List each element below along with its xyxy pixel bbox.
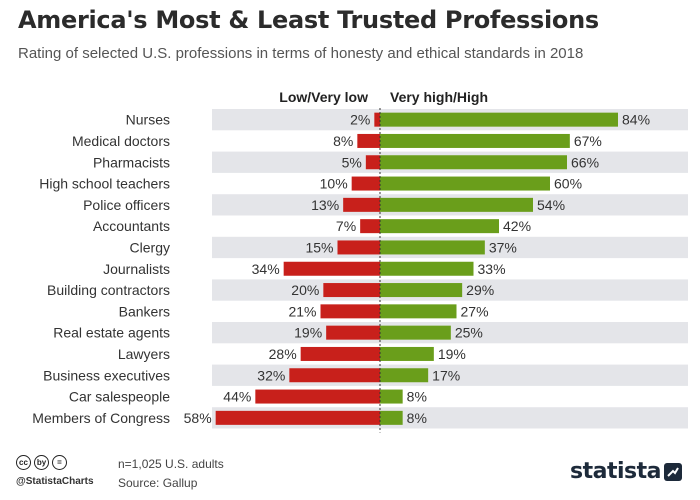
bar-low <box>357 133 380 148</box>
value-label-high: 29% <box>466 282 494 298</box>
value-label-high: 17% <box>432 367 460 383</box>
sample-note: n=1,025 U.S. adults <box>118 457 224 471</box>
cc-icon: cc <box>16 455 31 470</box>
value-label-low: 34% <box>252 261 280 277</box>
value-label-low: 15% <box>305 239 333 255</box>
legend-high: Very high/High <box>390 89 488 105</box>
bar-low <box>320 304 380 319</box>
bar-high <box>380 176 550 191</box>
bar-high <box>380 410 403 425</box>
category-label: Medical doctors <box>72 133 170 149</box>
bar-high <box>380 240 485 255</box>
value-label-low: 21% <box>288 303 316 319</box>
value-label-high: 42% <box>503 218 531 234</box>
value-label-low: 32% <box>257 367 285 383</box>
category-label: Journalists <box>103 261 170 277</box>
category-label: Business executives <box>43 367 170 383</box>
value-label-low: 44% <box>223 389 251 405</box>
bar-low <box>300 346 380 361</box>
bar-high <box>380 283 463 298</box>
bar-high <box>380 112 618 127</box>
bar-low <box>255 389 380 404</box>
bar-low <box>326 325 380 340</box>
statista-logo: statista <box>570 459 682 484</box>
statista-wordmark: statista <box>570 459 661 484</box>
bar-high <box>380 368 429 383</box>
chart-title: America's Most & Least Trusted Professio… <box>18 6 599 34</box>
bar-low <box>215 410 380 425</box>
bar-low <box>337 240 380 255</box>
value-label-high: 8% <box>407 389 427 405</box>
category-label: Members of Congress <box>32 410 170 426</box>
category-label: High school teachers <box>39 176 170 192</box>
bar-high <box>380 304 457 319</box>
value-label-low: 2% <box>350 112 370 128</box>
value-label-high: 84% <box>622 112 650 128</box>
value-label-high: 66% <box>571 154 599 170</box>
value-label-high: 25% <box>455 325 483 341</box>
value-label-high: 27% <box>461 303 489 319</box>
category-label: Building contractors <box>47 282 170 298</box>
statista-logo-icon <box>664 462 682 481</box>
bar-high <box>380 261 474 276</box>
category-label: Clergy <box>130 239 170 255</box>
bar-high <box>380 325 451 340</box>
value-label-low: 7% <box>336 218 356 234</box>
value-label-low: 19% <box>294 325 322 341</box>
nd-icon: = <box>52 455 67 470</box>
chart-subtitle: Rating of selected U.S. professions in t… <box>18 45 584 62</box>
bar-high <box>380 155 567 170</box>
category-label: Police officers <box>83 197 170 213</box>
value-label-high: 60% <box>554 176 582 192</box>
bar-high <box>380 197 533 212</box>
bar-high <box>380 346 434 361</box>
source-note: Source: Gallup <box>118 476 198 490</box>
value-label-high: 67% <box>574 133 602 149</box>
legend-low: Low/Very low <box>279 89 368 105</box>
value-label-low: 58% <box>184 410 212 426</box>
bar-low <box>360 219 380 234</box>
bar-low <box>323 283 380 298</box>
bar-low <box>374 112 380 127</box>
category-label: Lawyers <box>118 346 170 362</box>
bar-low <box>289 368 380 383</box>
category-label: Real estate agents <box>53 325 170 341</box>
value-label-high: 37% <box>489 239 517 255</box>
license-icons: cc by = <box>16 455 67 470</box>
bar-low <box>365 155 380 170</box>
category-label: Pharmacists <box>93 154 170 170</box>
category-label: Nurses <box>126 112 170 128</box>
value-label-high: 19% <box>438 346 466 362</box>
category-label: Accountants <box>93 218 170 234</box>
value-label-low: 28% <box>269 346 297 362</box>
bar-low <box>343 197 380 212</box>
value-label-low: 5% <box>342 154 362 170</box>
value-label-high: 33% <box>478 261 506 277</box>
value-label-low: 13% <box>311 197 339 213</box>
bar-low <box>283 261 380 276</box>
value-label-low: 8% <box>333 133 353 149</box>
value-label-low: 10% <box>320 176 348 192</box>
value-label-low: 20% <box>291 282 319 298</box>
statista-handle: @StatistaCharts <box>16 476 94 487</box>
category-label: Car salespeople <box>69 389 170 405</box>
value-label-high: 8% <box>407 410 427 426</box>
category-label: Bankers <box>119 303 170 319</box>
by-icon: by <box>34 455 49 470</box>
bar-high <box>380 389 403 404</box>
bar-high <box>380 219 499 234</box>
bar-high <box>380 133 570 148</box>
value-label-high: 54% <box>537 197 565 213</box>
bar-low <box>351 176 380 191</box>
